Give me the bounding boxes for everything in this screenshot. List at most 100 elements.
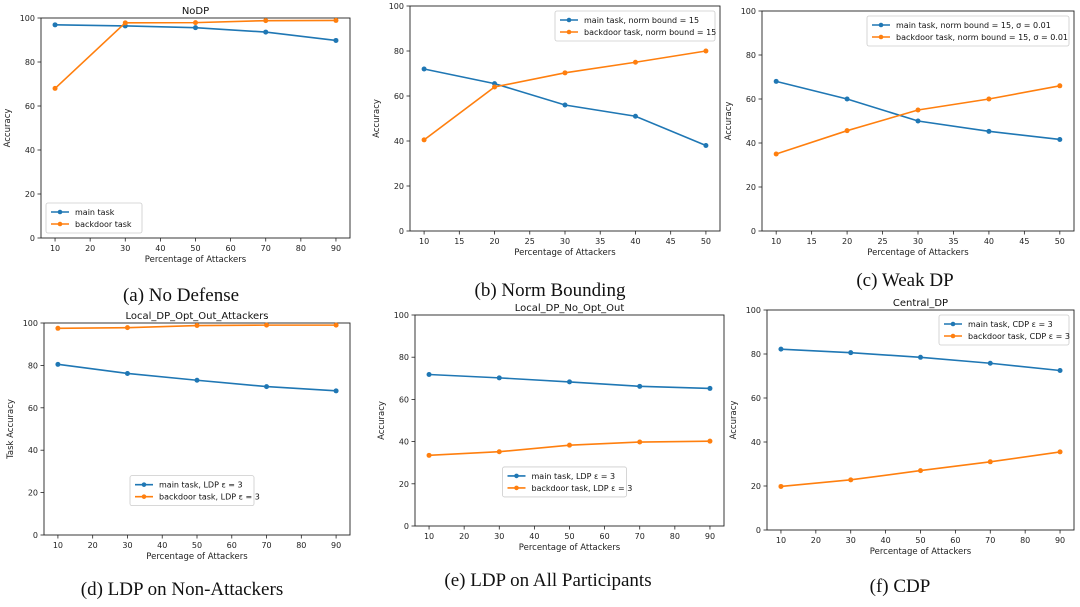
main-task-point — [567, 379, 572, 385]
backdoor-task-point — [263, 18, 269, 24]
backdoor-task-point — [333, 322, 339, 328]
chart-panel-a: NoDP 10 20 30 40 50 60 70 80 90 0 20 40 60 80 100 Percen… — [3, 6, 351, 306]
legend-marker-backdoor-task — [950, 333, 956, 339]
x-tick-label: 50 — [701, 237, 711, 246]
legend-box — [129, 475, 255, 507]
y-tick-label: 40 — [399, 438, 409, 447]
legend-label-backdoor-task: backdoor task, LDP ε = 3 — [159, 493, 260, 502]
main-task-point — [1057, 368, 1063, 373]
panel-caption: (c) Weak DP — [856, 270, 953, 291]
x-tick-label: 20 — [459, 532, 469, 541]
main-task-point — [264, 384, 270, 390]
y-tick-label: 60 — [751, 394, 761, 403]
x-tick-label: 30 — [560, 237, 570, 246]
y-axis-label: Accuracy — [3, 109, 13, 148]
backdoor-task-point — [707, 438, 713, 444]
y-tick-label: 20 — [751, 482, 761, 491]
backdoor-task-point — [421, 137, 427, 143]
y-tick-label: 60 — [25, 102, 35, 111]
main-task-point — [496, 375, 502, 381]
backdoor-task-point — [52, 85, 58, 91]
backdoor-task-point — [194, 323, 200, 329]
legend-label-backdoor-task: backdoor task, norm bound = 15 — [584, 28, 716, 37]
y-tick-label: 0 — [399, 227, 404, 236]
chart-title: Local_DP_Opt_Out_Attackers — [126, 311, 269, 322]
plot-area — [421, 48, 709, 148]
y-tick-label: 20 — [394, 182, 404, 191]
y-tick-label: 0 — [33, 531, 38, 540]
x-tick-label: 90 — [331, 541, 341, 550]
legend-marker-main-task — [878, 22, 884, 28]
x-tick-label: 10 — [50, 244, 60, 253]
y-tick-label: 40 — [746, 139, 756, 148]
y-tick-label: 20 — [25, 190, 35, 199]
panel-caption: (f) CDP — [870, 576, 931, 597]
legend-box — [866, 15, 1070, 47]
chart-panel-b: 10 15 20 25 30 35 40 45 50 0 20 40 60 80 100 Percentage… — [372, 2, 721, 301]
main-task-point — [778, 346, 784, 352]
y-tick-label: 80 — [399, 353, 409, 362]
x-axis-label: Percentage of Attackers — [145, 255, 247, 265]
legend-marker-main-task — [950, 321, 956, 327]
main-task-point — [848, 350, 854, 356]
y-tick-label: 60 — [394, 92, 404, 101]
main-task-line — [57, 363, 337, 392]
backdoor-task-point — [264, 322, 270, 328]
x-axis-label: Percentage of Attackers — [870, 547, 972, 557]
legend-label-main-task: main task, CDP ε = 3 — [968, 320, 1053, 329]
y-axis-label: Task Accuracy — [6, 399, 16, 460]
chart-title: Local_DP_No_Opt_Out — [515, 303, 625, 314]
x-tick-label: 40 — [984, 237, 994, 246]
chart-panel-c: 10 15 20 25 30 35 40 45 50 0 20 40 60 80 100 Percentage… — [724, 7, 1075, 291]
legend-box — [938, 314, 1070, 346]
x-tick-label: 30 — [494, 532, 504, 541]
x-tick-label: 60 — [226, 244, 236, 253]
y-axis-label: Accuracy — [377, 401, 387, 440]
x-tick-label: 20 — [489, 237, 499, 246]
x-tick-label: 20 — [842, 237, 852, 246]
x-tick-label: 80 — [296, 541, 306, 550]
x-axis-label: Percentage of Attackers — [146, 552, 248, 562]
x-tick-label: 35 — [595, 237, 605, 246]
x-tick-label: 60 — [227, 541, 237, 550]
legend-marker-backdoor-task — [878, 34, 884, 40]
x-tick-label: 10 — [53, 541, 63, 550]
main-task-point — [333, 388, 339, 394]
main-task-point — [421, 66, 427, 72]
legend-marker-main-task — [141, 482, 147, 487]
x-tick-label: 60 — [950, 536, 960, 545]
main-task-point — [637, 383, 643, 389]
y-tick-label: 100 — [389, 2, 404, 11]
x-tick-label: 20 — [85, 244, 95, 253]
plot-area — [55, 322, 339, 394]
legend-label-backdoor-task: backdoor task — [75, 220, 132, 229]
x-tick-label: 80 — [296, 244, 306, 253]
legend: main task, norm bound = 15, σ = 0.01 back… — [866, 15, 1070, 47]
main-task-point — [1057, 136, 1063, 142]
backdoor-task-point — [1057, 83, 1063, 89]
main-task-point — [915, 118, 921, 124]
x-tick-label: 10 — [776, 536, 786, 545]
panel-caption: (d) LDP on Non-Attackers — [81, 579, 283, 600]
y-tick-label: 40 — [751, 438, 761, 447]
x-tick-label: 60 — [600, 532, 610, 541]
legend-marker-main-task — [514, 473, 519, 479]
plot-area — [426, 372, 713, 458]
chart-panel-e: Local_DP_No_Opt_Out 10 20 30 40 50 60 70 80 90 0 20… — [377, 303, 725, 591]
x-tick-label: 40 — [155, 244, 165, 253]
x-tick-label: 15 — [807, 237, 817, 246]
backdoor-task-point — [915, 107, 921, 113]
main-task-point — [986, 128, 992, 134]
x-tick-label: 80 — [670, 532, 680, 541]
y-tick-label: 80 — [25, 58, 35, 67]
x-tick-label: 10 — [424, 532, 434, 541]
x-tick-label: 15 — [454, 237, 464, 246]
legend-marker-backdoor-task — [57, 221, 63, 227]
y-tick-label: 0 — [404, 522, 409, 531]
backdoor-task-point — [492, 84, 498, 90]
x-tick-label: 10 — [771, 237, 781, 246]
main-task-point — [193, 25, 198, 31]
x-tick-label: 70 — [261, 541, 271, 550]
backdoor-task-point — [124, 325, 130, 331]
plot-area — [778, 346, 1063, 489]
